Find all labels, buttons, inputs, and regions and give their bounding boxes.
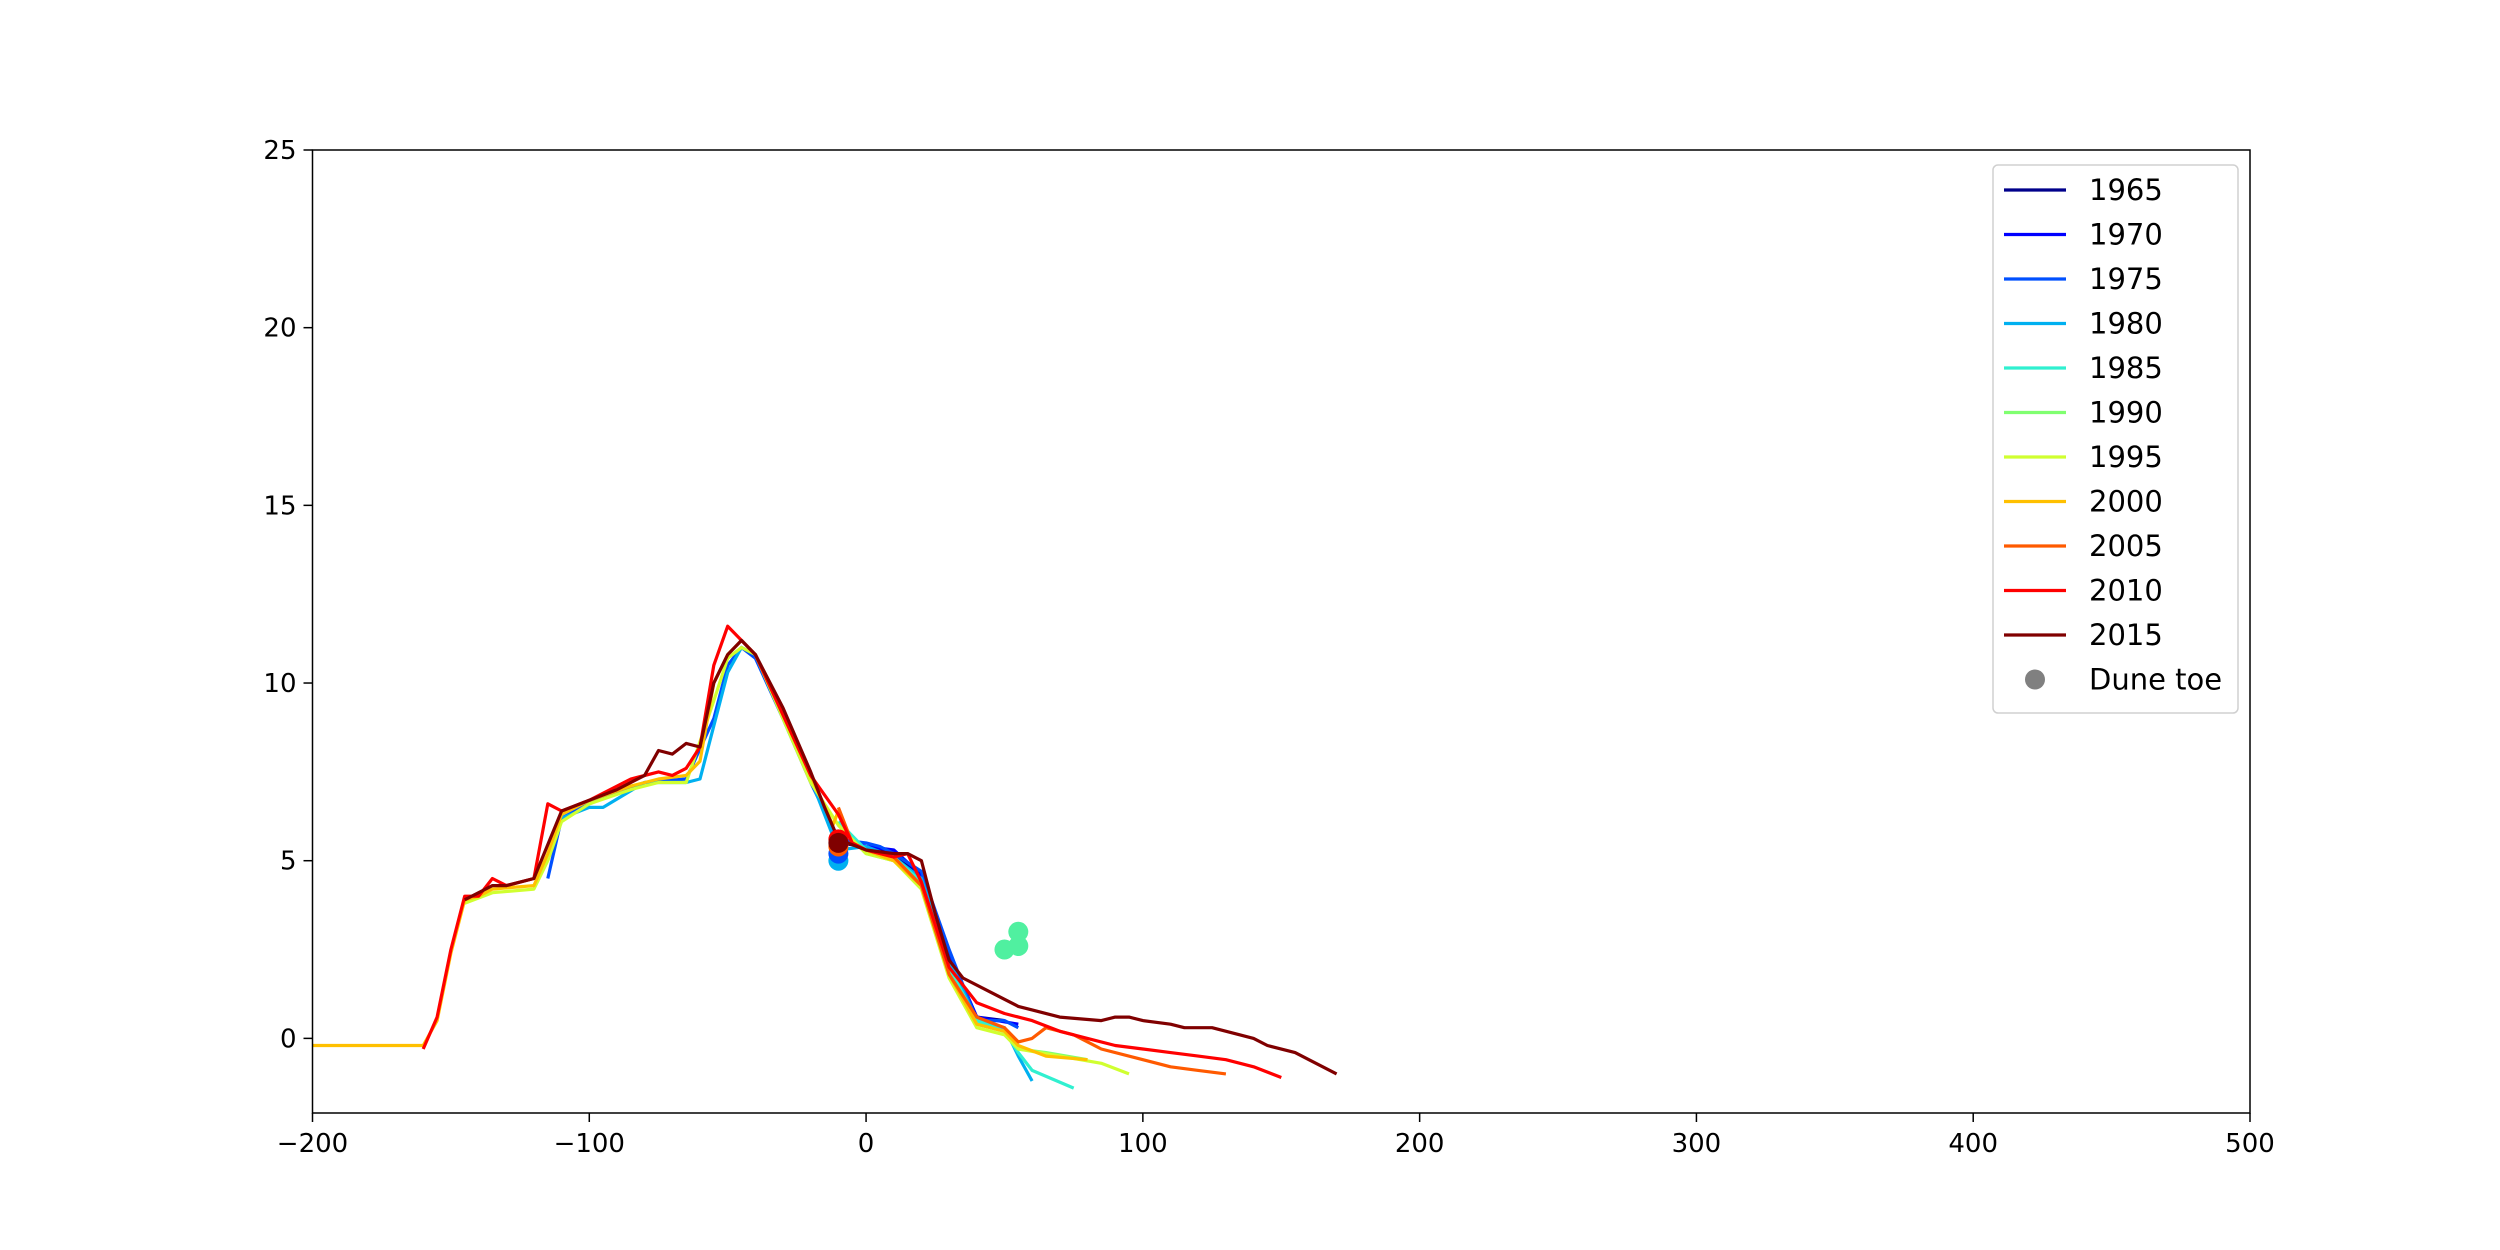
legend-label-1975: 1975 bbox=[2089, 262, 2163, 296]
series-line-2015 bbox=[463, 638, 1338, 1076]
x-tick-label: 100 bbox=[1118, 1129, 1168, 1159]
legend-label-2015: 2015 bbox=[2089, 618, 2163, 652]
y-tick-label: 20 bbox=[263, 314, 296, 344]
x-tick-label: 300 bbox=[1672, 1129, 1722, 1159]
y-tick-label: 10 bbox=[263, 669, 296, 699]
legend-label-2010: 2010 bbox=[2089, 574, 2163, 608]
x-tick-label: 0 bbox=[858, 1129, 875, 1159]
legend-label-1980: 1980 bbox=[2089, 307, 2163, 341]
dune-toe-point-7 bbox=[1008, 921, 1029, 942]
legend-label-2005: 2005 bbox=[2089, 529, 2163, 563]
y-axis: 0 5 10 15 20 25 bbox=[263, 136, 313, 1054]
x-tick-label: −100 bbox=[554, 1129, 625, 1159]
series-layer bbox=[312, 624, 1338, 1090]
dune-toe-points bbox=[828, 829, 1029, 960]
dune-toe-point-6 bbox=[1008, 935, 1029, 956]
x-axis: −200 −100 0 100 200 300 400 500 bbox=[277, 1113, 2275, 1159]
y-tick-label: 25 bbox=[263, 136, 296, 166]
x-tick-label: 500 bbox=[2225, 1129, 2275, 1159]
legend-swatch-dune-toe bbox=[2025, 669, 2045, 690]
x-tick-label: 400 bbox=[1948, 1129, 1998, 1159]
y-tick-label: 5 bbox=[280, 847, 297, 877]
legend-label-dune-toe: Dune toe bbox=[2089, 663, 2222, 697]
legend: 1965 1970 1975 1980 1985 1990 1995 2000 2005 2010… bbox=[1992, 164, 2239, 714]
legend-label-1965: 1965 bbox=[2089, 173, 2163, 207]
plot-area bbox=[312, 150, 2250, 1113]
y-tick-label: 0 bbox=[280, 1024, 297, 1054]
legend-label-1970: 1970 bbox=[2089, 218, 2163, 252]
plot-frame bbox=[311, 149, 2251, 1114]
legend-label-1990: 1990 bbox=[2089, 396, 2163, 430]
y-tick-label: 15 bbox=[263, 491, 296, 521]
legend-label-1985: 1985 bbox=[2089, 351, 2163, 385]
legend-label-1995: 1995 bbox=[2089, 440, 2163, 474]
legend-box bbox=[1992, 164, 2239, 714]
x-tick-label: −200 bbox=[277, 1129, 348, 1159]
dune-toe-point-4 bbox=[828, 832, 849, 853]
legend-label-2000: 2000 bbox=[2089, 485, 2163, 519]
x-tick-label: 200 bbox=[1395, 1129, 1445, 1159]
